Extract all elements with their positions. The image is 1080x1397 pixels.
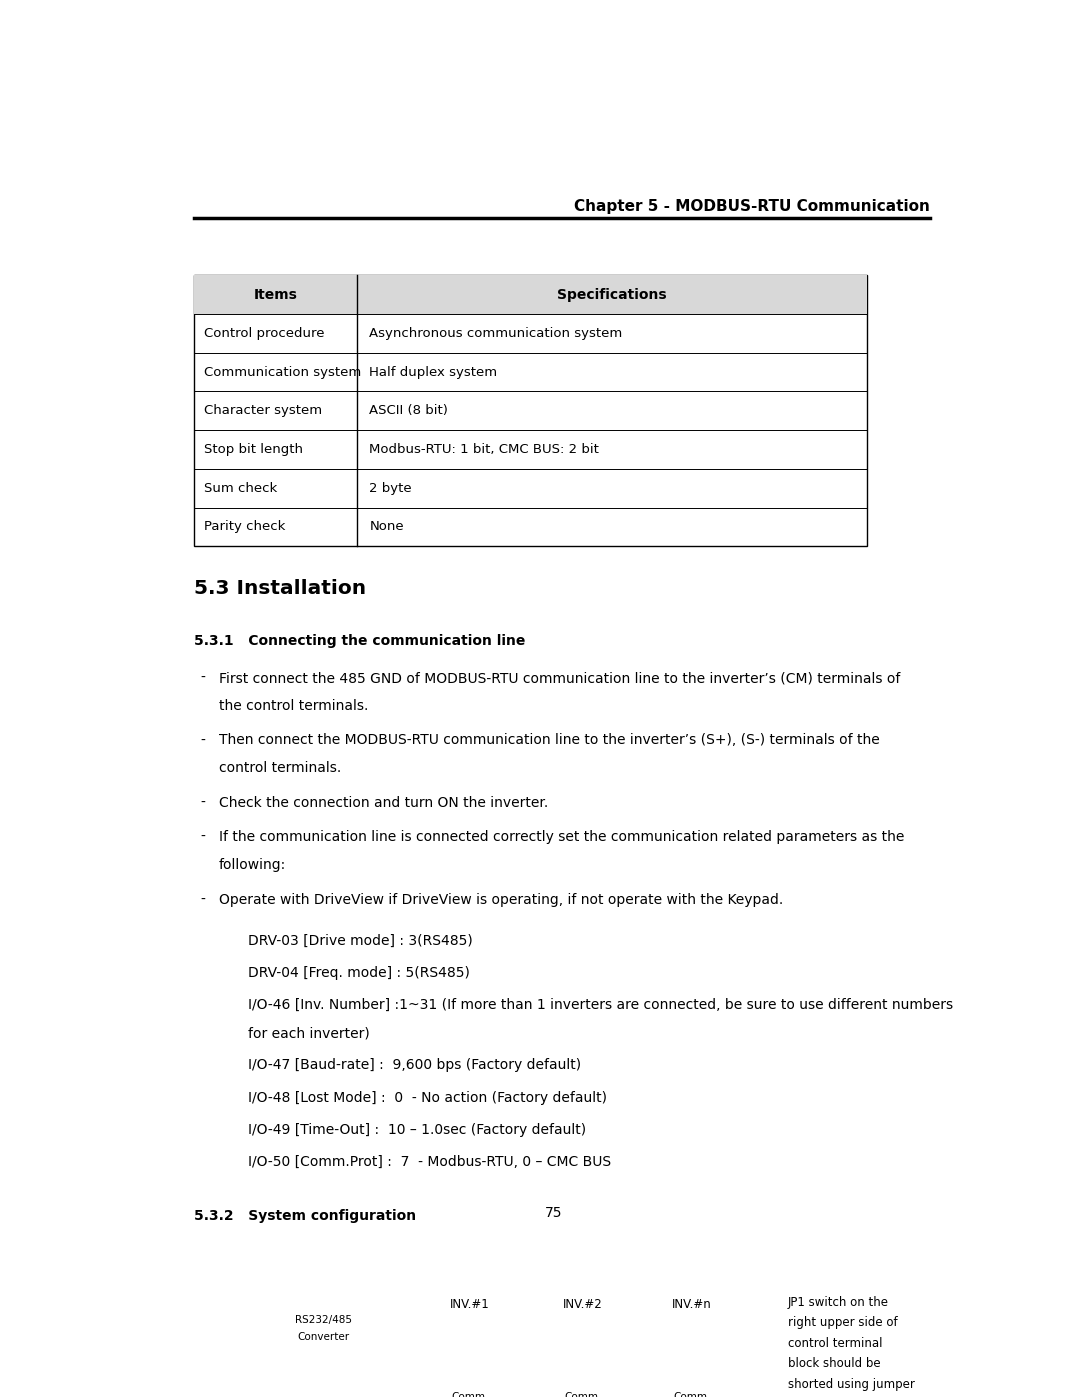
Text: I/O-47 [Baud-rate] :  9,600 bps (Factory default): I/O-47 [Baud-rate] : 9,600 bps (Factory … [248, 1059, 581, 1073]
Text: I/O-48 [Lost Mode] :  0  - No action (Factory default): I/O-48 [Lost Mode] : 0 - No action (Fact… [248, 1091, 607, 1105]
Text: -: - [200, 796, 205, 810]
Text: Character system: Character system [204, 404, 322, 418]
Text: Modbus-RTU: 1 bit, CMC BUS: 2 bit: Modbus-RTU: 1 bit, CMC BUS: 2 bit [369, 443, 599, 455]
Text: 75: 75 [544, 1206, 563, 1220]
Circle shape [207, 1377, 214, 1386]
Text: None: None [369, 521, 404, 534]
Text: Half duplex system: Half duplex system [369, 366, 498, 379]
Text: DRV-03 [Drive mode] : 3(RS485): DRV-03 [Drive mode] : 3(RS485) [248, 933, 473, 947]
Text: ASCII (8 bit): ASCII (8 bit) [369, 404, 448, 418]
Bar [660, 1373, 724, 1397]
Bar [292, 1305, 354, 1350]
Text: INV.#n: INV.#n [672, 1298, 712, 1312]
Bar [193, 275, 867, 546]
Text: 5.3.1   Connecting the communication line: 5.3.1 Connecting the communication line [193, 634, 525, 648]
Bar [438, 1373, 501, 1397]
Text: for each inverter): for each inverter) [248, 1025, 369, 1039]
Text: the control terminals.: the control terminals. [218, 698, 368, 712]
Bar [193, 275, 867, 314]
Text: 5.3.2   System configuration: 5.3.2 System configuration [193, 1208, 416, 1222]
Bar [177, 1365, 244, 1389]
Bar [551, 1373, 615, 1397]
Text: I/O-46 [Inv. Number] :1~31 (If more than 1 inverters are connected, be sure to u: I/O-46 [Inv. Number] :1~31 (If more than… [248, 997, 954, 1011]
Text: Chapter 5 - MODBUS-RTU Communication: Chapter 5 - MODBUS-RTU Communication [575, 198, 930, 214]
Text: block should be: block should be [788, 1358, 880, 1370]
Bar [189, 1292, 232, 1359]
Text: shorted using jumper: shorted using jumper [788, 1377, 915, 1391]
Text: If the communication line is connected correctly set the communication related p: If the communication line is connected c… [218, 830, 904, 844]
Text: Asynchronous communication system: Asynchronous communication system [369, 327, 622, 339]
Text: control terminals.: control terminals. [218, 761, 341, 775]
Text: Comm.: Comm. [564, 1391, 602, 1397]
Text: 5.3 Installation: 5.3 Installation [193, 578, 366, 598]
Text: -: - [200, 671, 205, 685]
Bar [650, 1284, 732, 1397]
Text: First connect the 485 GND of MODBUS-RTU communication line to the inverter’s (CM: First connect the 485 GND of MODBUS-RTU … [218, 671, 900, 685]
Text: I/O-50 [Comm.Prot] :  7  - Modbus-RTU, 0 – CMC BUS: I/O-50 [Comm.Prot] : 7 - Modbus-RTU, 0 –… [248, 1155, 611, 1169]
Text: Communication system: Communication system [204, 366, 361, 379]
Text: Items: Items [253, 288, 297, 302]
Text: DRV-04 [Freq. mode] : 5(RS485): DRV-04 [Freq. mode] : 5(RS485) [248, 965, 470, 979]
Text: RS232/485: RS232/485 [295, 1315, 352, 1324]
Text: INV.#1: INV.#1 [450, 1298, 489, 1312]
Text: INV.#2: INV.#2 [563, 1298, 603, 1312]
Text: Comm.: Comm. [673, 1391, 711, 1397]
Text: Stop bit length: Stop bit length [204, 443, 302, 455]
Bar [780, 1278, 934, 1397]
Text: Operate with DriveView if DriveView is operating, if not operate with the Keypad: Operate with DriveView if DriveView is o… [218, 893, 783, 907]
Text: Sum check: Sum check [204, 482, 276, 495]
Text: Control procedure: Control procedure [204, 327, 324, 339]
Text: Parity check: Parity check [204, 521, 285, 534]
Text: right upper side of: right upper side of [788, 1316, 897, 1330]
Text: Check the connection and turn ON the inverter.: Check the connection and turn ON the inv… [218, 796, 548, 810]
Bar [542, 1284, 624, 1397]
Bar [429, 1284, 511, 1397]
Text: -: - [200, 733, 205, 747]
Text: -: - [200, 893, 205, 907]
Text: Converter: Converter [297, 1331, 350, 1343]
Bar [185, 1288, 237, 1365]
Text: 2 byte: 2 byte [369, 482, 411, 495]
Text: -: - [200, 830, 205, 844]
Text: Specifications: Specifications [557, 288, 667, 302]
Text: JP1 switch on the: JP1 switch on the [788, 1296, 889, 1309]
Text: Comm.: Comm. [451, 1391, 488, 1397]
Text: control terminal: control terminal [788, 1337, 882, 1350]
Text: following:: following: [218, 858, 286, 872]
Text: I/O-49 [Time-Out] :  10 – 1.0sec (Factory default): I/O-49 [Time-Out] : 10 – 1.0sec (Factory… [248, 1123, 586, 1137]
Text: Then connect the MODBUS-RTU communication line to the inverter’s (S+), (S-) term: Then connect the MODBUS-RTU communicatio… [218, 733, 879, 747]
